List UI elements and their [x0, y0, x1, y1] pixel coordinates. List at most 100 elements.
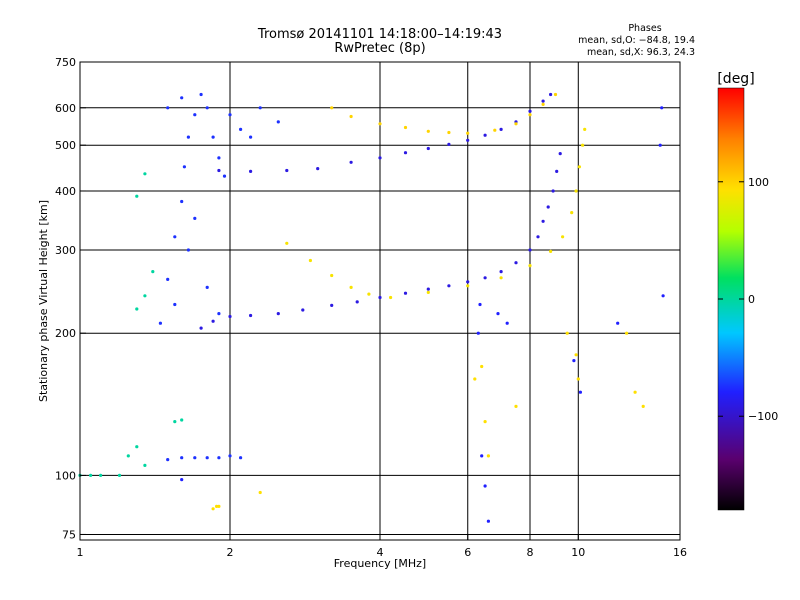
- y-tick-label: 100: [55, 469, 76, 482]
- data-point: [135, 445, 139, 449]
- data-point: [478, 302, 482, 307]
- data-point: [574, 189, 578, 193]
- data-points: [78, 92, 665, 523]
- phase-annotation-heading: Phases: [628, 23, 661, 34]
- data-point: [486, 454, 490, 458]
- data-point: [541, 219, 545, 223]
- data-point: [89, 473, 93, 477]
- data-point: [553, 92, 558, 97]
- data-point: [330, 273, 334, 278]
- data-point: [276, 120, 280, 124]
- data-point: [378, 295, 382, 300]
- data-point: [378, 156, 382, 160]
- data-point: [551, 189, 555, 193]
- data-point: [173, 235, 177, 239]
- data-point: [426, 290, 430, 294]
- data-point: [330, 106, 334, 110]
- data-point: [641, 404, 645, 408]
- x-tick-label: 8: [527, 546, 534, 559]
- data-point: [505, 321, 509, 325]
- data-point: [661, 294, 665, 298]
- x-tick-label: 2: [227, 546, 234, 559]
- data-point: [483, 420, 487, 424]
- data-point: [217, 504, 221, 508]
- data-point: [633, 390, 637, 394]
- data-point: [205, 106, 209, 110]
- data-point: [258, 490, 262, 495]
- data-point: [403, 125, 408, 130]
- data-point: [180, 478, 184, 482]
- data-point: [349, 160, 353, 164]
- data-point: [483, 276, 487, 280]
- phase-annotation-x-mode: mean, sd,X: 96.3, 24.3: [587, 47, 695, 58]
- data-point: [249, 135, 253, 139]
- data-point: [476, 331, 480, 335]
- data-point: [486, 519, 490, 523]
- y-tick-label: 400: [55, 185, 76, 198]
- data-point: [199, 326, 203, 330]
- data-point: [166, 458, 170, 462]
- grid-lines: [80, 62, 680, 540]
- data-point: [578, 390, 583, 394]
- data-point: [480, 364, 484, 369]
- data-point: [228, 314, 232, 319]
- chart-title: Tromsø 20141101 14:18:00–14:19:43: [257, 27, 502, 42]
- data-point: [541, 99, 545, 103]
- data-point: [466, 280, 470, 284]
- y-axis-label: Stationary phase Virtual Height [km]: [37, 200, 50, 402]
- data-point: [258, 106, 262, 110]
- data-point: [180, 456, 184, 460]
- data-point: [193, 113, 197, 117]
- data-point: [549, 249, 553, 253]
- data-point: [217, 456, 221, 460]
- data-point: [135, 307, 139, 311]
- data-point: [466, 131, 470, 135]
- data-point: [276, 312, 280, 316]
- data-point: [549, 92, 553, 97]
- data-point: [426, 129, 430, 133]
- data-point: [514, 261, 518, 265]
- data-point: [199, 92, 203, 97]
- data-point: [473, 377, 477, 381]
- x-axis-ticks: 1 2 4 6 8 10 16: [77, 534, 687, 559]
- x-tick-label: 10: [571, 546, 585, 559]
- data-point: [193, 216, 197, 220]
- data-point: [228, 454, 232, 458]
- y-tick-label: 200: [55, 327, 76, 340]
- data-point: [186, 135, 190, 139]
- data-point: [217, 156, 221, 160]
- data-point: [426, 146, 430, 151]
- data-point: [466, 284, 470, 288]
- data-point: [499, 127, 503, 131]
- data-point: [546, 205, 550, 209]
- data-point: [316, 167, 320, 171]
- data-point: [308, 258, 312, 263]
- data-point: [555, 169, 559, 173]
- data-point: [217, 168, 221, 173]
- data-point: [658, 143, 662, 147]
- data-point: [426, 287, 430, 291]
- data-point: [193, 456, 197, 460]
- data-point: [151, 270, 155, 274]
- data-point: [480, 454, 484, 458]
- data-point: [499, 276, 503, 280]
- data-point: [583, 127, 587, 131]
- data-point: [143, 463, 147, 467]
- data-point: [126, 454, 130, 458]
- data-point: [403, 291, 408, 295]
- data-point: [180, 96, 184, 100]
- data-point: [536, 235, 540, 239]
- data-point: [528, 113, 532, 117]
- data-point: [211, 135, 215, 139]
- data-point: [483, 484, 487, 488]
- data-point: [217, 312, 221, 316]
- data-point: [158, 321, 162, 325]
- x-tick-label: 6: [464, 546, 471, 559]
- phase-annotation-o-mode: mean, sd,O: −84.8, 19.4: [578, 35, 695, 46]
- data-point: [447, 142, 451, 146]
- data-point: [222, 174, 227, 178]
- x-tick-label: 1: [77, 546, 84, 559]
- data-point: [403, 151, 408, 155]
- data-point: [574, 353, 578, 357]
- data-point: [558, 152, 562, 156]
